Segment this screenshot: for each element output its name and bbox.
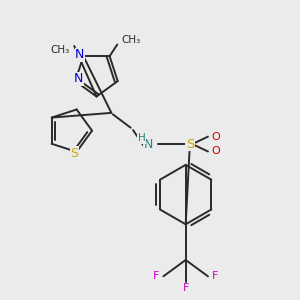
Text: F: F — [212, 271, 219, 281]
Text: O: O — [212, 146, 220, 157]
Text: F: F — [153, 271, 159, 281]
Text: S: S — [70, 147, 78, 160]
Text: N: N — [75, 48, 85, 61]
Text: F: F — [182, 283, 189, 293]
Text: N: N — [144, 138, 153, 151]
Text: H: H — [138, 133, 146, 143]
Text: S: S — [186, 138, 194, 151]
Text: CH₃: CH₃ — [122, 35, 141, 45]
Text: CH₃: CH₃ — [50, 45, 70, 56]
Text: N: N — [74, 72, 84, 85]
Text: O: O — [212, 132, 220, 142]
